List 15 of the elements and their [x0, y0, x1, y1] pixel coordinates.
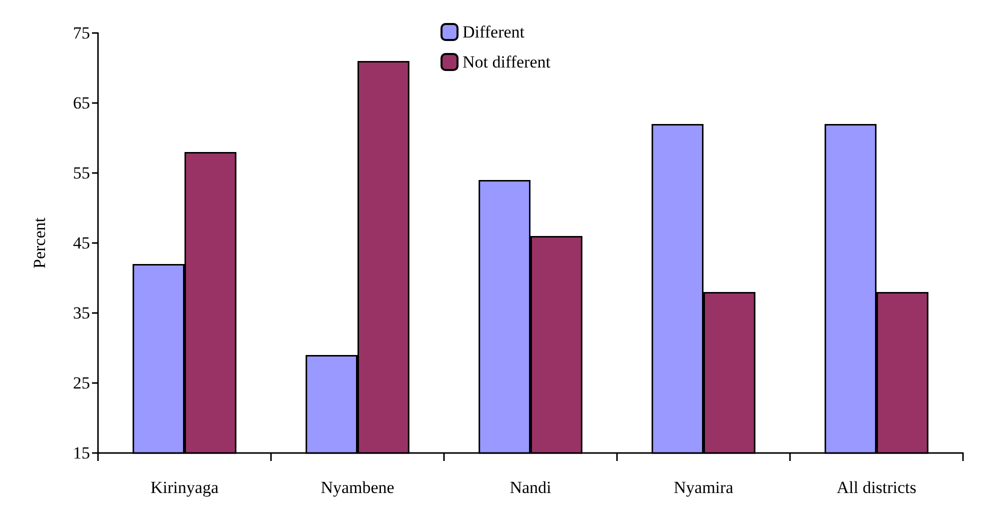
y-tick-label: 65 [73, 94, 90, 112]
x-tick-label: Nyambene [320, 478, 394, 497]
x-tick-label: Nandi [510, 478, 552, 497]
legend-label: Not different [462, 52, 551, 72]
y-tick-label: 15 [73, 444, 90, 462]
x-tick-label: Nyamira [674, 478, 734, 497]
y-tick-label: 35 [73, 304, 90, 322]
y-tick-label: 75 [73, 24, 90, 42]
x-tick-label: All districts [836, 478, 916, 497]
legend-label: Different [462, 22, 525, 42]
y-tick-label: 45 [73, 234, 90, 252]
x-tick-label: Kirinyaga [150, 478, 219, 497]
y-tick-label: 55 [73, 164, 90, 182]
y-tick-label: 25 [73, 374, 90, 392]
y-axis-title: Percent [30, 217, 49, 268]
